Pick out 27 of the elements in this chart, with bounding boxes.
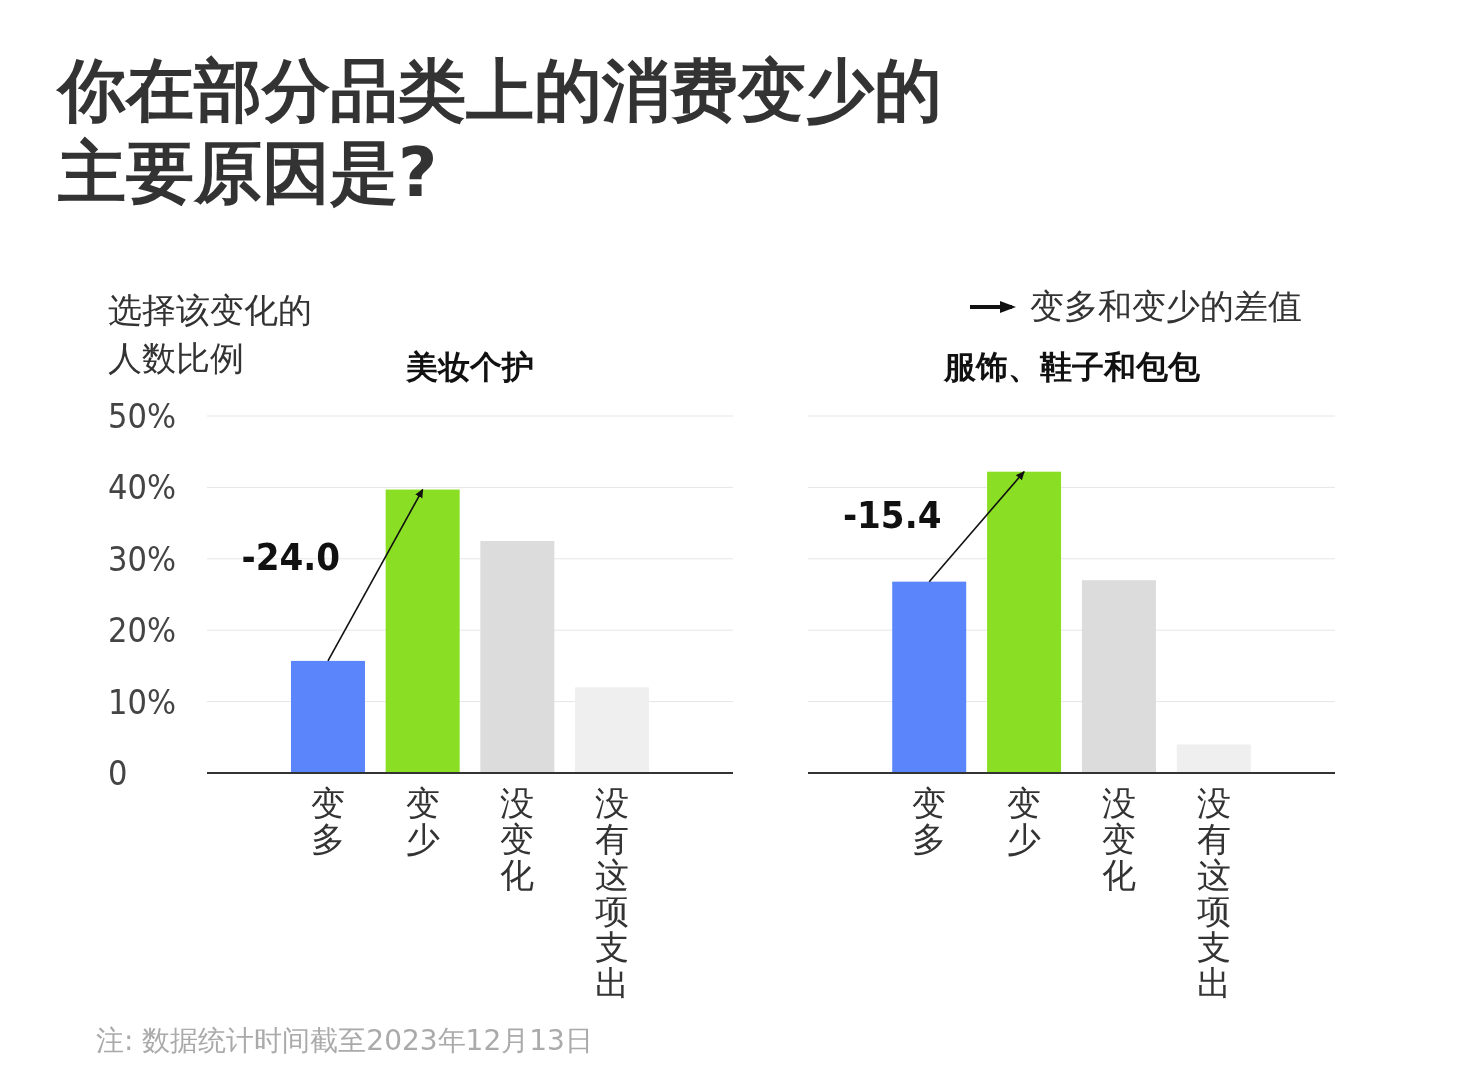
bar <box>987 471 1062 773</box>
chart-title: 美妆个护 <box>405 348 534 386</box>
x-tick-label: 没变化 <box>500 783 535 895</box>
y-tick-label: 10% <box>108 681 176 722</box>
y-tick-label: 20% <box>108 610 176 651</box>
y-tick-label: 0 <box>108 753 128 793</box>
text: 变多和变少的差值 <box>1030 285 1302 328</box>
x-tick-label: 变多 <box>912 783 947 859</box>
x-tick-label: 变多 <box>310 783 345 859</box>
y-tick-label: 40% <box>108 467 176 508</box>
x-tick-label: 没有这项支出 <box>1196 783 1231 1003</box>
bar <box>1176 744 1251 773</box>
annotation: -15.4 <box>842 492 942 537</box>
bar <box>385 489 460 773</box>
text: 你在部分品类上的消费变少的主要原因是? <box>58 50 943 214</box>
text: 注: 数据统计时间截至2023年12月13日 <box>96 1023 593 1059</box>
bar <box>892 581 967 773</box>
y-axis-title: 选择该变化的人数比例 <box>108 289 313 380</box>
x-tick-label: 没有这项支出 <box>595 783 630 1003</box>
x-tick-label: 没变化 <box>1101 783 1136 895</box>
x-tick-label: 变少 <box>405 783 440 859</box>
y-tick-label: 30% <box>108 538 176 579</box>
x-tick-label: 变少 <box>1007 783 1042 859</box>
bar <box>290 660 365 773</box>
chart-title: 服饰、鞋子和包包 <box>942 348 1201 386</box>
y-tick-label: 50% <box>108 396 176 436</box>
annotation: -24.0 <box>241 535 341 580</box>
